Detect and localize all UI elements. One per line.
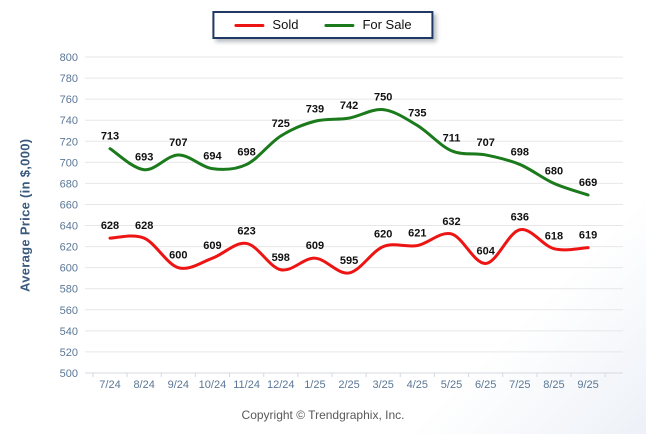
data-label: 707 [476, 137, 494, 149]
x-tick-label: 12/24 [267, 379, 295, 391]
data-label: 711 [443, 133, 461, 145]
y-tick-label: 600 [60, 263, 78, 275]
data-label: 609 [203, 240, 221, 252]
data-label: 623 [237, 225, 255, 237]
y-tick-label: 720 [60, 136, 78, 148]
y-tick-label: 540 [60, 326, 78, 338]
x-tick-label: 7/25 [509, 379, 530, 391]
data-label: 598 [272, 252, 290, 264]
y-tick-label: 700 [60, 157, 78, 169]
data-label: 707 [169, 137, 187, 149]
data-label: 632 [442, 216, 460, 228]
y-tick-label: 740 [60, 115, 78, 127]
y-tick-label: 580 [60, 284, 78, 296]
data-label: 618 [545, 231, 563, 243]
data-label: 739 [306, 103, 324, 115]
y-tick-label: 760 [60, 94, 78, 106]
data-label: 628 [101, 220, 119, 232]
y-tick-label: 680 [60, 178, 78, 190]
x-tick-label: 9/25 [577, 379, 598, 391]
data-label: 604 [476, 245, 495, 257]
series-line-sold [108, 228, 590, 275]
x-tick-label: 7/24 [99, 379, 120, 391]
legend-item-sold: Sold [234, 18, 298, 32]
data-label: 750 [374, 92, 392, 104]
series-line-for-sale [108, 108, 590, 197]
data-label: 600 [169, 250, 187, 262]
x-tick-label: 8/25 [543, 379, 564, 391]
data-label: 628 [135, 220, 153, 232]
y-tick-label: 800 [60, 52, 78, 64]
x-tick-label: 5/25 [441, 379, 462, 391]
data-label: 693 [135, 152, 153, 164]
data-label: 609 [306, 240, 324, 252]
data-label: 713 [101, 131, 119, 143]
y-tick-label: 500 [60, 368, 78, 380]
y-tick-label: 520 [60, 347, 78, 359]
x-tick-label: 6/25 [475, 379, 496, 391]
data-label: 742 [340, 100, 358, 112]
x-tick-label: 9/24 [168, 379, 189, 391]
data-label: 680 [545, 165, 563, 177]
y-tick-label: 560 [60, 305, 78, 317]
y-tick-label: 780 [60, 73, 78, 85]
data-label: 669 [579, 177, 597, 189]
legend-label-for-sale: For Sale [362, 17, 412, 32]
y-tick-label: 640 [60, 221, 78, 233]
x-tick-label: 10/24 [199, 379, 227, 391]
x-tick-label: 3/25 [372, 379, 393, 391]
x-tick-label: 8/24 [133, 379, 154, 391]
x-tick-label: 11/24 [233, 379, 260, 391]
legend-item-for-sale: For Sale [324, 17, 412, 32]
data-label: 619 [579, 230, 597, 242]
for-sale-line-swatch [324, 23, 355, 27]
data-label: 595 [340, 255, 358, 267]
y-tick-label: 620 [60, 242, 78, 254]
x-tick-label: 4/25 [407, 379, 428, 391]
data-label: 698 [237, 146, 255, 158]
copyright-text: Copyright © Trendgraphix, Inc. [241, 408, 405, 422]
data-label: 698 [511, 146, 529, 158]
y-tick-label: 660 [60, 199, 78, 211]
legend: Sold For Sale [212, 11, 434, 39]
data-label: 694 [203, 151, 222, 163]
data-label: 620 [374, 229, 392, 241]
sold-line-swatch [234, 23, 265, 27]
data-label: 735 [408, 107, 426, 119]
data-label: 621 [408, 228, 426, 240]
legend-label-sold: Sold [272, 17, 299, 32]
x-tick-label: 2/25 [338, 379, 359, 391]
x-tick-label: 1/25 [304, 379, 325, 391]
data-label: 725 [272, 118, 290, 130]
data-label: 636 [511, 212, 529, 224]
